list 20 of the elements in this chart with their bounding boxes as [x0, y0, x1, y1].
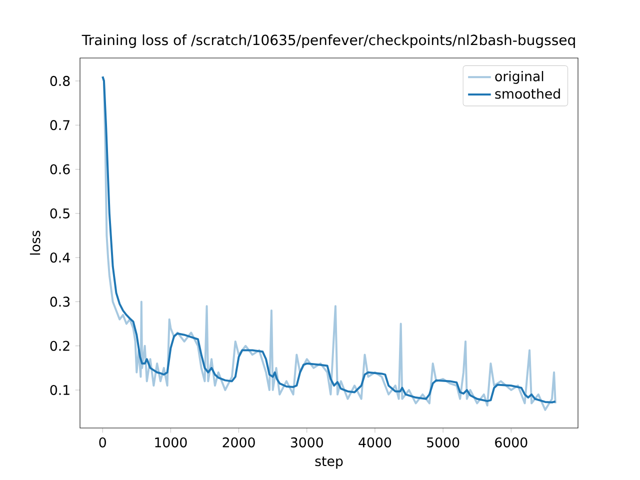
x-tick-label: 0	[99, 437, 106, 448]
y-tick-label: 0.8	[50, 76, 70, 86]
legend-label: smoothed	[495, 88, 560, 99]
y-tick-label: 0.6	[50, 164, 70, 174]
y-tick-label: 0.4	[50, 252, 70, 263]
chart-title: Training loss of /scratch/10635/penfever/checkpoints/nl2bash-bugsseq	[82, 34, 575, 48]
x-axis-title: step	[315, 456, 343, 469]
y-tick-label: 0.2	[50, 340, 70, 351]
y-tick-label: 0.7	[50, 120, 70, 130]
y-tick-label: 0.1	[50, 384, 70, 396]
x-tick-label: 4000	[358, 437, 392, 448]
x-tick-label: 1000	[155, 437, 187, 448]
y-axis-title: loss	[30, 230, 40, 255]
y-tick-label: 0.5	[50, 208, 70, 218]
x-tick-label: 5000	[427, 437, 460, 448]
legend-label: original	[495, 70, 544, 84]
y-tick-label: 0.3	[50, 296, 70, 307]
x-tick-label: 2000	[222, 437, 255, 448]
x-tick-label: 6000	[495, 437, 528, 448]
x-tick-label: 3000	[290, 437, 323, 448]
